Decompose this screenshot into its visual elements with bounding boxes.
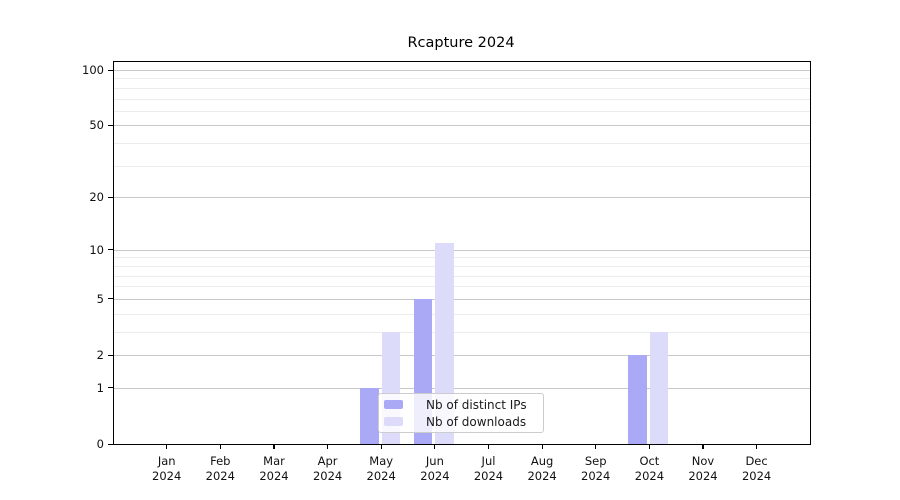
y-axis-label: 50 [89, 118, 104, 133]
minor-gridline [114, 286, 810, 288]
minor-gridline [114, 87, 810, 89]
major-gridline [114, 70, 810, 71]
bar-oct-distinct-ips [628, 355, 647, 444]
minor-gridline [114, 98, 810, 100]
minor-gridline [114, 110, 810, 112]
bar-oct-downloads [649, 331, 669, 444]
y-axis-label: 0 [96, 437, 104, 451]
x-axis-label: Aug 2024 [527, 454, 557, 483]
minor-gridline [114, 257, 810, 259]
x-axis-label: Oct 2024 [634, 454, 665, 483]
minor-gridline [114, 78, 810, 80]
y-axis-label: 5 [96, 291, 104, 306]
major-gridline [114, 197, 810, 199]
major-gridline [114, 125, 810, 127]
minor-gridline [114, 143, 810, 145]
y-axis-label: 2 [96, 348, 104, 362]
major-gridline [114, 298, 810, 300]
minor-gridline [114, 331, 810, 333]
bar-may-distinct-ips [360, 387, 379, 444]
chart-title: Rcapture 2024 [407, 35, 515, 51]
minor-gridline [114, 265, 810, 267]
plot-area: Nb of distinct IPs Nb of downloads [113, 61, 811, 445]
x-axis-label: Jan 2024 [152, 454, 182, 483]
y-axis-label: 10 [89, 242, 104, 257]
x-axis-label: Nov 2024 [688, 454, 718, 483]
x-axis-label: Dec 2024 [741, 454, 772, 483]
minor-gridline [114, 275, 810, 277]
major-gridline [114, 387, 810, 389]
x-axis-label: Apr 2024 [312, 454, 343, 483]
legend-label-downloads: Nb of downloads [426, 414, 527, 429]
minor-gridline [114, 165, 810, 167]
y-axis-label: 100 [82, 63, 104, 77]
y-axis-label: 20 [89, 190, 104, 205]
x-axis-label: Feb 2024 [205, 454, 235, 483]
major-gridline [114, 355, 810, 356]
x-axis-label: May 2024 [366, 454, 396, 483]
x-axis-label: Sep 2024 [581, 454, 611, 483]
legend-item-distinct-ips: Nb of distinct IPs [379, 396, 543, 413]
major-gridline [114, 249, 810, 251]
legend-swatch-downloads-icon [384, 417, 403, 426]
x-axis-label: Mar 2024 [259, 454, 289, 483]
x-axis-label: Jun 2024 [420, 454, 450, 483]
legend-swatch-distinct-ips-icon [384, 400, 403, 409]
legend-item-downloads: Nb of downloads [379, 413, 543, 430]
legend: Nb of distinct IPs Nb of downloads [378, 393, 544, 433]
minor-gridline [114, 313, 810, 315]
legend-label-distinct-ips: Nb of distinct IPs [426, 397, 527, 412]
x-axis-label: Jul 2024 [473, 454, 504, 483]
y-axis-label: 1 [96, 380, 104, 395]
